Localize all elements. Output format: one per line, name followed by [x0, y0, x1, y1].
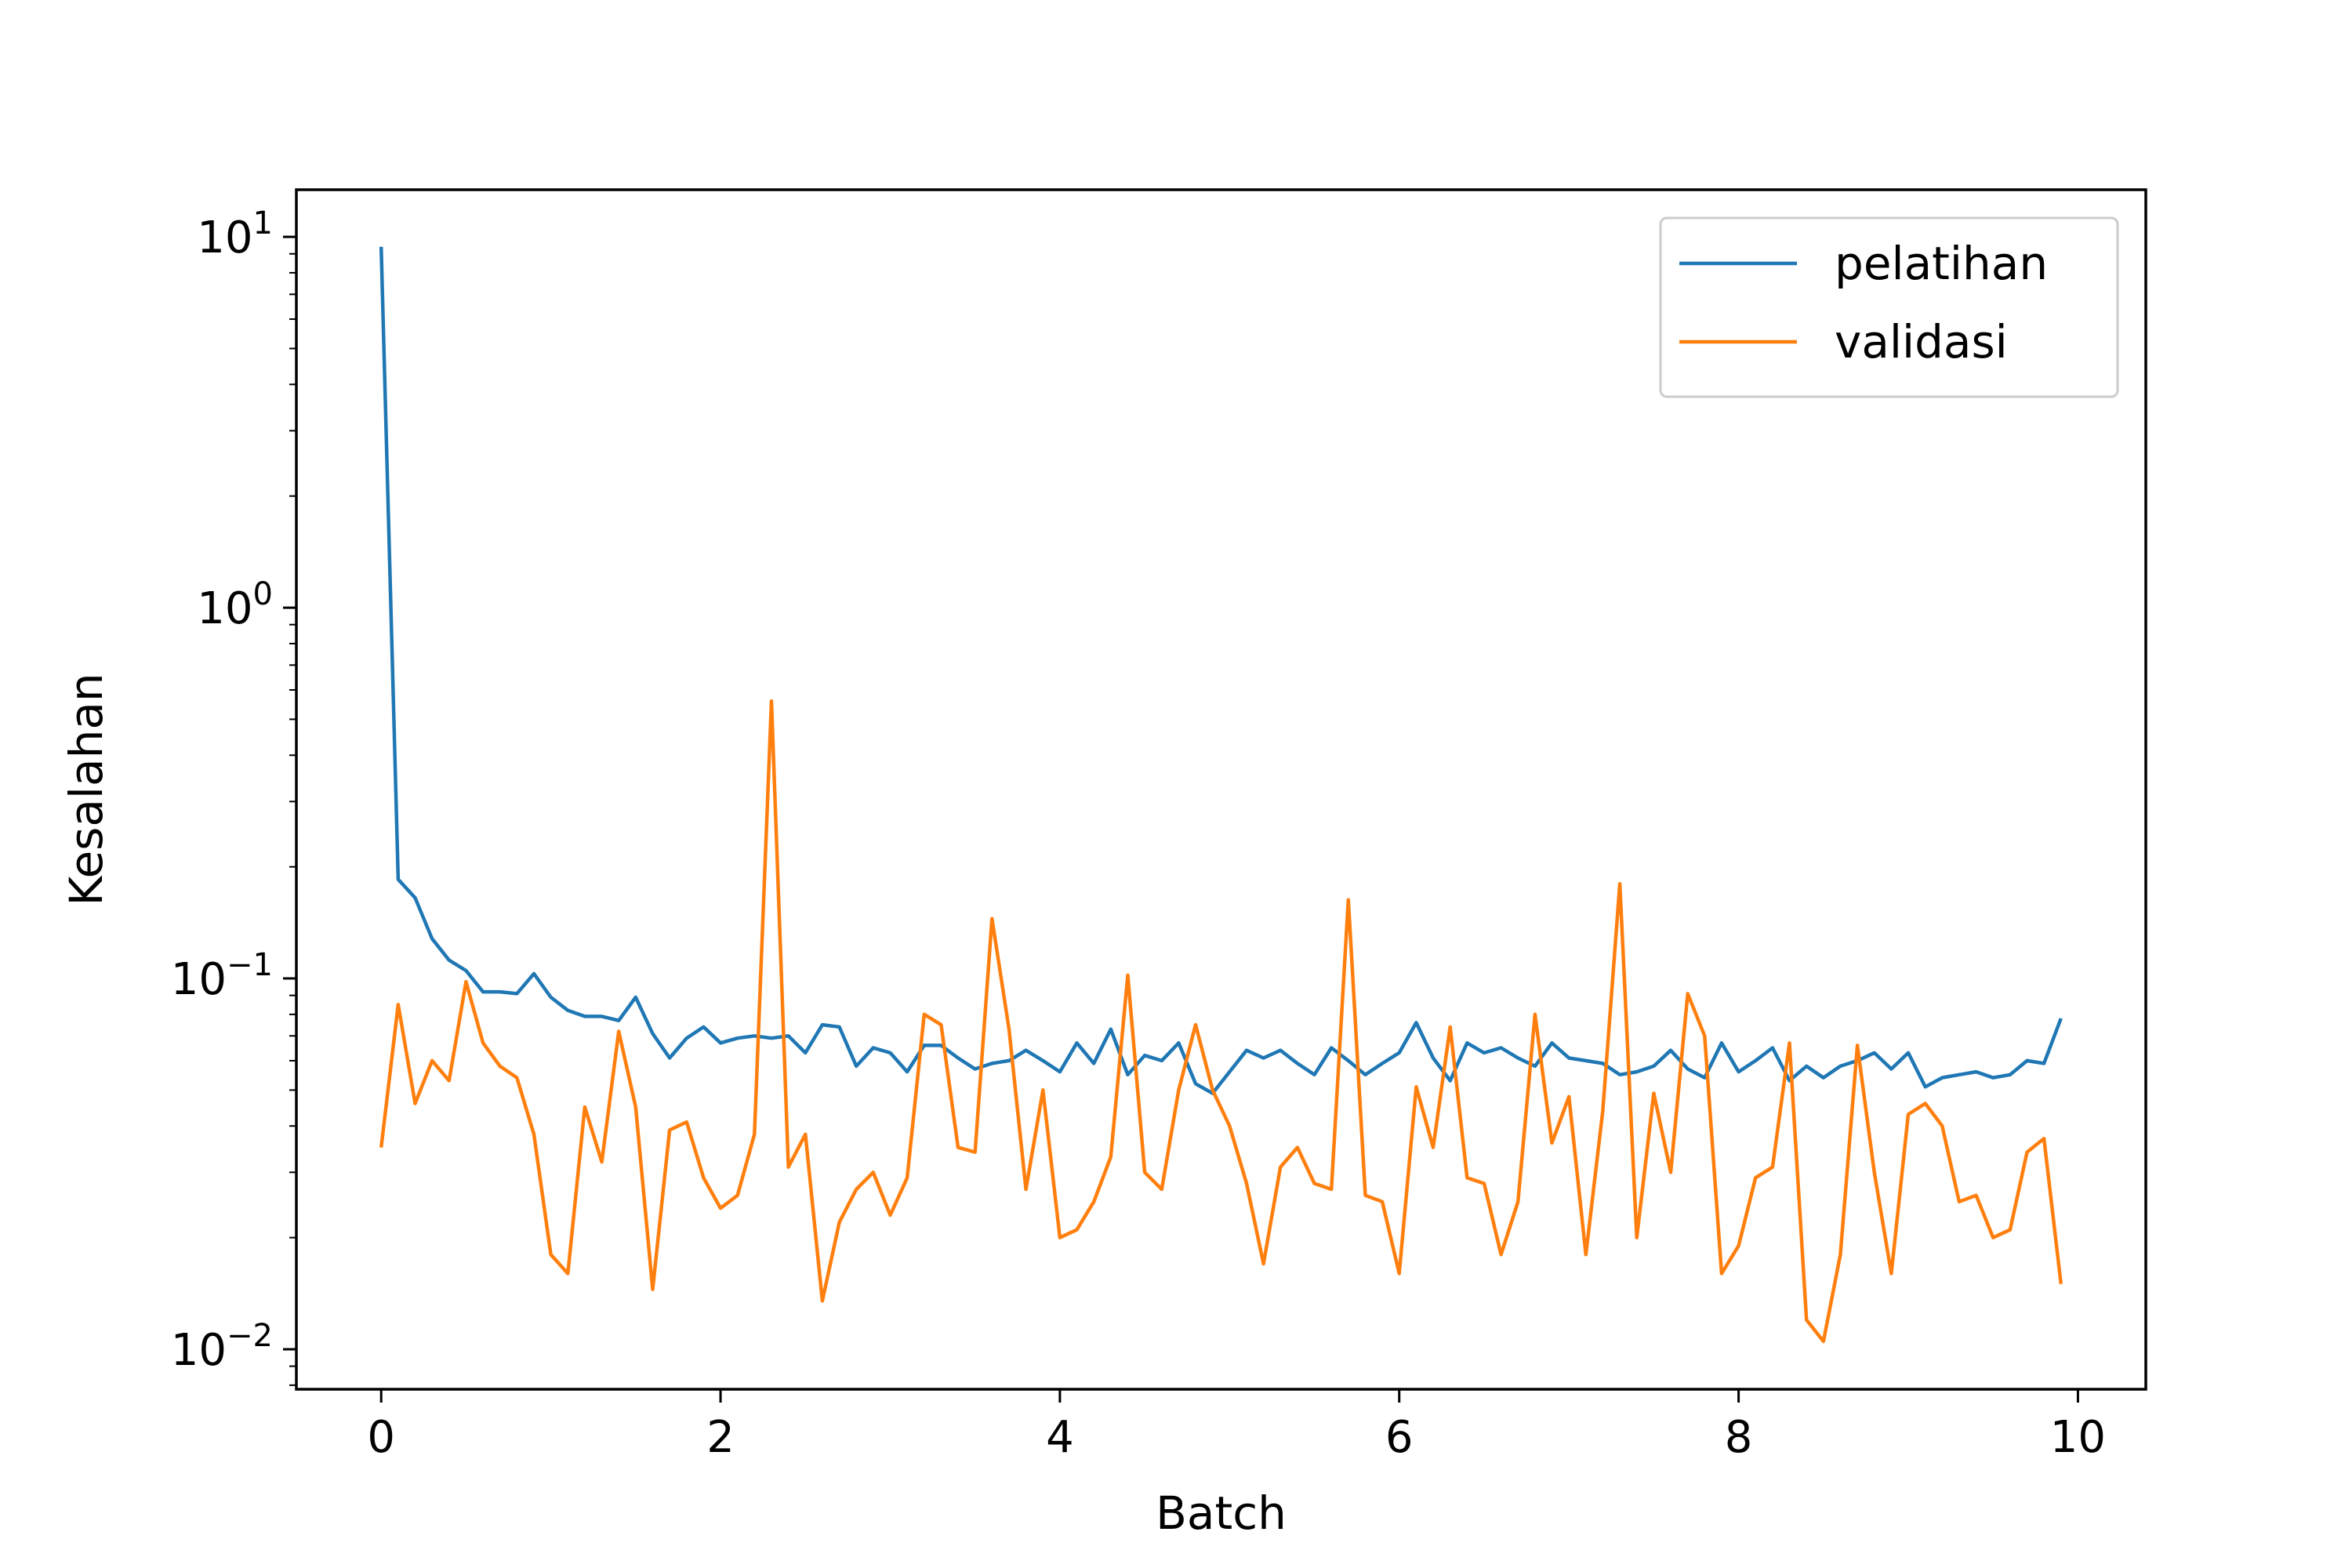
- axes-frame: [295, 188, 2147, 1391]
- series-line-validasi: [379, 699, 2063, 1344]
- x-axis-label: Batch: [1156, 1486, 1287, 1540]
- x-tick-label: 10: [2050, 1412, 2106, 1463]
- y-tick-label: 100: [197, 576, 273, 634]
- legend-label-pelatihan: pelatihan: [1835, 237, 2048, 290]
- series-line-pelatihan: [379, 246, 2063, 1095]
- x-tick-label: 4: [1046, 1412, 1074, 1463]
- y-tick-label: 10−1: [171, 947, 273, 1005]
- x-tick-label: 0: [367, 1412, 395, 1463]
- y-tick-label: 101: [197, 205, 273, 263]
- y-tick-label: 10−2: [171, 1318, 273, 1376]
- legend: pelatihan validasi: [1659, 216, 2119, 398]
- x-tick-label: 6: [1385, 1412, 1414, 1463]
- plot-lines: [379, 246, 2063, 1344]
- legend-label-validasi: validasi: [1835, 315, 2008, 368]
- x-tick-label: 2: [706, 1412, 735, 1463]
- y-axis-label: Kesalahan: [60, 673, 113, 906]
- x-tick-label: 8: [1725, 1412, 1753, 1463]
- axis-ticks: 0 2 4 6 8 10 101 100 10−1 10−2: [171, 205, 2106, 1463]
